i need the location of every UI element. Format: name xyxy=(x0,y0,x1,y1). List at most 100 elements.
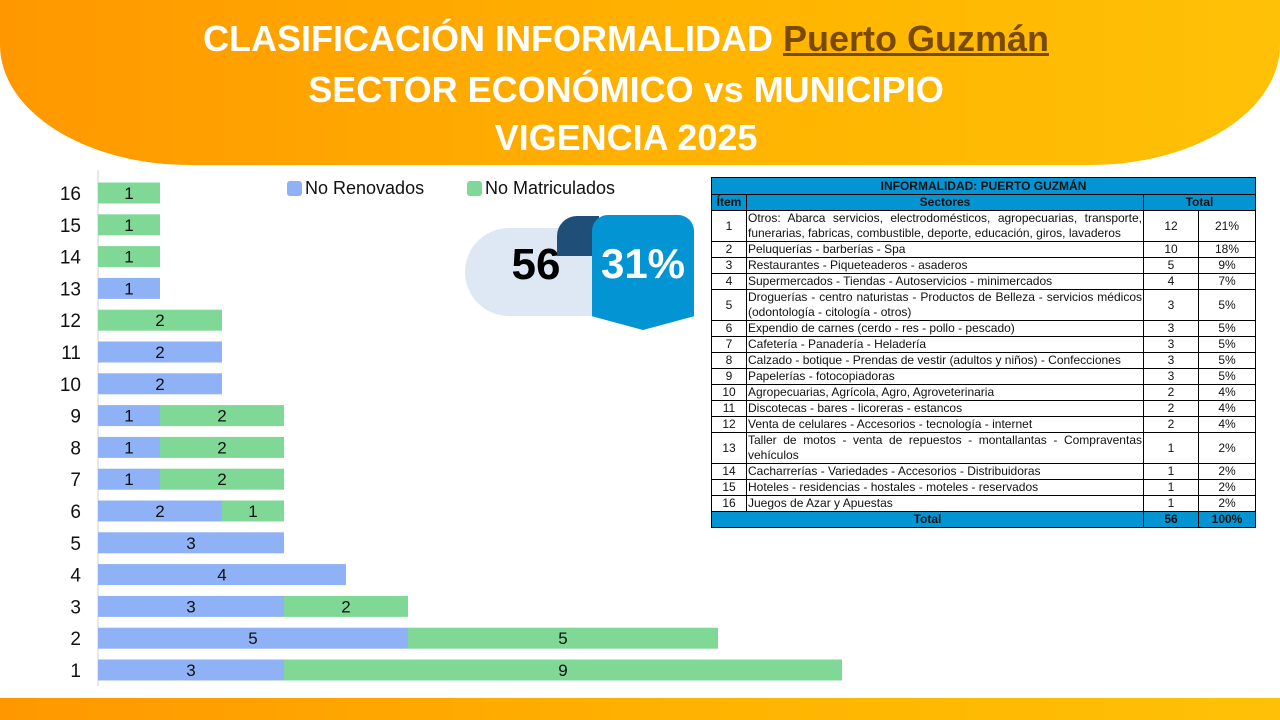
bar-no-renovados xyxy=(98,277,160,299)
y-tick-label: 10 xyxy=(60,375,81,396)
bar-data-label: 5 xyxy=(248,629,257,648)
bar-no-matriculados xyxy=(222,500,284,522)
table-row: 14 Cacharrerías - Variedades - Accesorios… xyxy=(711,463,1257,480)
row-sector: Cafetería - Panadería - Heladería xyxy=(746,336,1144,353)
header-item: Ítem xyxy=(711,194,747,211)
table-row: 12 Venta de celulares - Accesorios - tecn… xyxy=(711,416,1257,433)
table-title: INFORMALIDAD: PUERTO GUZMÁN xyxy=(710,177,1257,195)
row-count: 1 xyxy=(1143,495,1199,512)
row-sector: Restaurantes - Piqueteaderos - asaderos xyxy=(746,257,1144,274)
row-sector: Venta de celulares - Accesorios - tecnol… xyxy=(746,416,1144,433)
bar-no-matriculados xyxy=(160,405,284,427)
row-item: 11 xyxy=(711,400,747,417)
bar-no-matriculados xyxy=(98,246,160,268)
y-tick-label: 11 xyxy=(61,343,81,364)
legend-label-no-matriculados: No Matriculados xyxy=(485,178,616,198)
bar-data-label: 1 xyxy=(248,502,257,521)
title-prefix: CLASIFICACIÓN INFORMALIDAD xyxy=(203,18,773,59)
row-item: 1 xyxy=(711,210,747,242)
bar-data-label: 3 xyxy=(186,661,195,680)
row-item: 3 xyxy=(711,257,747,274)
row-percent: 4% xyxy=(1197,416,1257,433)
row-item: 5 xyxy=(711,289,747,321)
y-tick-label: 5 xyxy=(70,534,81,555)
row-sector: Droguerías - centro naturistas - Product… xyxy=(746,289,1144,321)
header-banner: CLASIFICACIÓN INFORMALIDAD Puerto Guzmán… xyxy=(0,0,1280,165)
row-count: 2 xyxy=(1143,416,1199,433)
bar-data-label: 1 xyxy=(124,470,133,489)
bar-data-label: 2 xyxy=(217,470,226,489)
row-percent: 2% xyxy=(1197,479,1257,496)
row-percent: 5% xyxy=(1197,368,1257,385)
row-count: 1 xyxy=(1143,463,1199,480)
row-item: 8 xyxy=(711,352,747,369)
bar-data-label: 2 xyxy=(155,375,164,394)
row-percent: 4% xyxy=(1197,400,1257,417)
row-percent: 4% xyxy=(1197,384,1257,401)
table-row: 13 Taller de motos - venta de repuestos -… xyxy=(711,432,1257,464)
table-body: 1 Otros: Abarca servicios, electrodomésti… xyxy=(711,210,1257,512)
bar-data-label: 2 xyxy=(341,597,350,616)
bar-no-renovados xyxy=(98,468,160,490)
bar-no-matriculados xyxy=(98,182,160,204)
bar-no-matriculados xyxy=(160,468,284,490)
bar-data-label: 1 xyxy=(124,279,133,298)
table-row: 11 Discotecas - bares - licoreras - estan… xyxy=(711,400,1257,417)
row-count: 4 xyxy=(1143,273,1199,290)
table-row: 8 Calzado - botique - Prendas de vestir (… xyxy=(711,352,1257,369)
row-count: 2 xyxy=(1143,400,1199,417)
row-sector: Supermercados - Tiendas - Autoservicios … xyxy=(746,273,1144,290)
row-item: 13 xyxy=(711,432,747,464)
table-row: 2 Peluquerías - barberías - Spa 10 18% xyxy=(711,241,1257,258)
y-tick-label: 4 xyxy=(70,566,81,587)
row-item: 16 xyxy=(711,495,747,512)
table-row: 10 Agropecuarias, Agrícola, Agro, Agrovet… xyxy=(711,384,1257,401)
bar-data-label: 2 xyxy=(155,502,164,521)
bar-no-matriculados xyxy=(160,436,284,458)
bar-no-renovados xyxy=(98,659,284,681)
row-sector: Taller de motos - venta de repuestos - m… xyxy=(746,432,1144,464)
row-percent: 9% xyxy=(1197,257,1257,274)
bar-no-renovados xyxy=(98,595,284,617)
header-total: Total xyxy=(1142,194,1257,211)
bar-no-renovados xyxy=(98,436,160,458)
row-sector: Agropecuarias, Agrícola, Agro, Agroveter… xyxy=(746,384,1144,401)
bar-no-renovados xyxy=(98,564,346,586)
legend-swatch-no-renovados xyxy=(287,181,302,196)
row-sector: Otros: Abarca servicios, electrodoméstic… xyxy=(746,210,1144,242)
row-item: 10 xyxy=(711,384,747,401)
bar-no-renovados xyxy=(98,405,160,427)
y-tick-label: 3 xyxy=(70,597,81,618)
row-sector: Juegos de Azar y Apuestas xyxy=(746,495,1144,512)
row-percent: 2% xyxy=(1197,495,1257,512)
bar-data-label: 1 xyxy=(124,438,133,457)
total-percent: 100% xyxy=(1197,511,1257,528)
legend-item-no-renovados: No Renovados xyxy=(287,178,424,199)
bar-no-matriculados xyxy=(408,627,718,649)
y-tick-label: 15 xyxy=(60,216,81,237)
y-tick-label: 8 xyxy=(70,438,81,459)
y-tick-label: 14 xyxy=(60,248,82,269)
row-item: 12 xyxy=(711,416,747,433)
bar-data-label: 1 xyxy=(124,216,133,235)
row-percent: 5% xyxy=(1197,336,1257,353)
header-sectors: Sectores xyxy=(746,194,1144,211)
row-sector: Cacharrerías - Variedades - Accesorios -… xyxy=(746,463,1144,480)
row-count: 5 xyxy=(1143,257,1199,274)
row-count: 3 xyxy=(1143,352,1199,369)
bar-data-label: 1 xyxy=(124,248,133,267)
row-item: 6 xyxy=(711,320,747,337)
total-label: Total xyxy=(711,511,1144,528)
y-tick-label: 12 xyxy=(60,311,81,332)
informality-table: INFORMALIDAD: PUERTO GUZMÁN Ítem Sectore… xyxy=(710,177,1257,528)
bar-no-matriculados xyxy=(98,309,222,331)
row-count: 3 xyxy=(1143,368,1199,385)
row-count: 1 xyxy=(1143,432,1199,464)
y-tick-label: 16 xyxy=(60,184,81,205)
row-item: 15 xyxy=(711,479,747,496)
bar-data-label: 3 xyxy=(186,534,195,553)
row-sector: Hoteles - residencias - hostales - motel… xyxy=(746,479,1144,496)
row-count: 1 xyxy=(1143,479,1199,496)
total-count: 56 xyxy=(1143,511,1199,528)
legend-swatch-no-matriculados xyxy=(467,181,482,196)
